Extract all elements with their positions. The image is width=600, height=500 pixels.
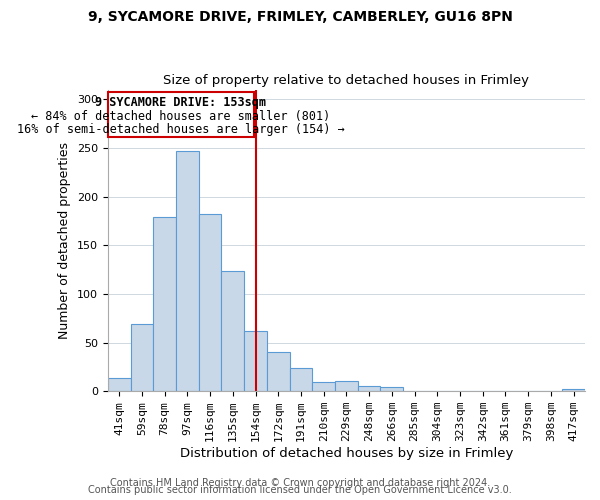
Bar (562, 390, 585, 391)
Bar (267, 352, 290, 391)
Bar (358, 386, 380, 391)
Bar (290, 368, 313, 391)
Bar (335, 382, 358, 391)
Bar (108, 92, 254, 137)
Bar (244, 331, 267, 391)
Title: Size of property relative to detached houses in Frimley: Size of property relative to detached ho… (163, 74, 529, 87)
Text: Contains HM Land Registry data © Crown copyright and database right 2024.: Contains HM Land Registry data © Crown c… (110, 478, 490, 488)
Bar (199, 214, 221, 391)
Text: 9 SYCAMORE DRIVE: 153sqm: 9 SYCAMORE DRIVE: 153sqm (95, 96, 266, 110)
Text: Contains public sector information licensed under the Open Government Licence v3: Contains public sector information licen… (88, 485, 512, 495)
Text: 16% of semi-detached houses are larger (154) →: 16% of semi-detached houses are larger (… (17, 122, 344, 136)
Text: 9, SYCAMORE DRIVE, FRIMLEY, CAMBERLEY, GU16 8PN: 9, SYCAMORE DRIVE, FRIMLEY, CAMBERLEY, G… (88, 10, 512, 24)
Bar (108, 378, 131, 391)
Bar (131, 324, 153, 391)
Bar (153, 217, 176, 391)
Y-axis label: Number of detached properties: Number of detached properties (58, 142, 71, 339)
X-axis label: Distribution of detached houses by size in Frimley: Distribution of detached houses by size … (180, 447, 513, 460)
Bar (313, 382, 335, 391)
Bar (176, 151, 199, 391)
Text: ← 84% of detached houses are smaller (801): ← 84% of detached houses are smaller (80… (31, 110, 331, 123)
Bar (380, 388, 403, 391)
Bar (221, 270, 244, 391)
